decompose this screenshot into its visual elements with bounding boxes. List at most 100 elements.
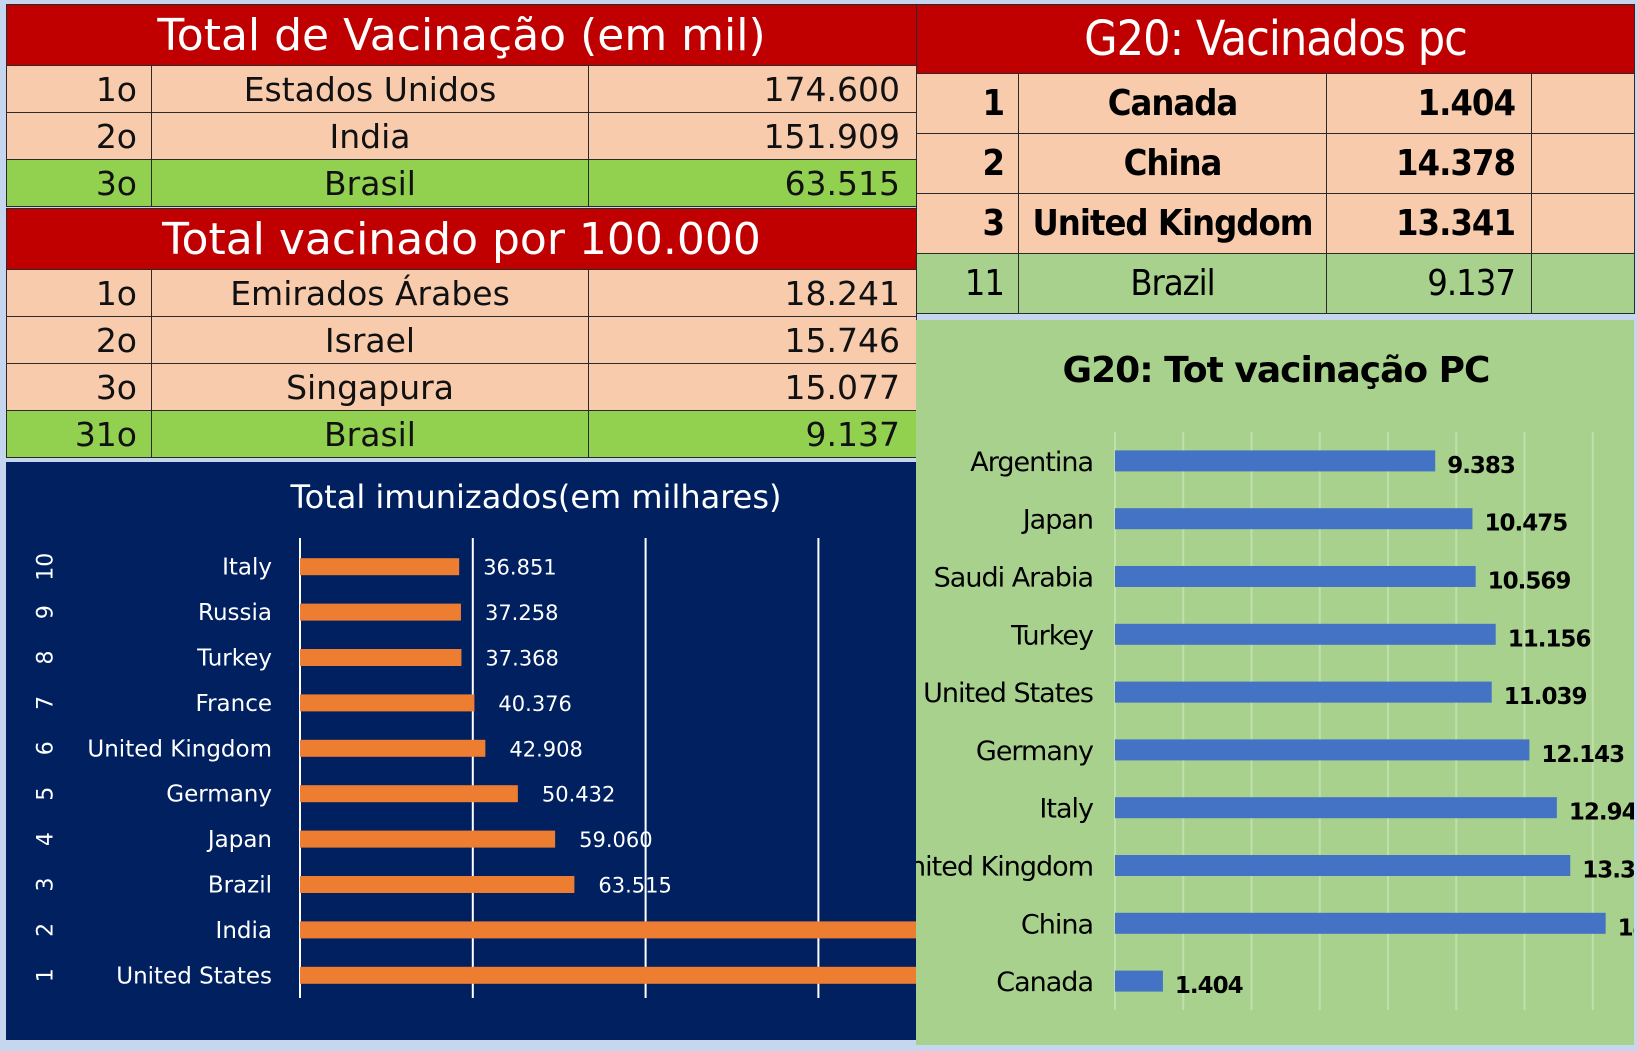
rank-cell: 2o: [6, 316, 152, 364]
country-label: United Kingdom: [87, 736, 272, 762]
chart-g20-svg: G20: Tot vacinação PC Canada China United …: [916, 350, 1634, 1010]
country-label: India: [216, 918, 272, 944]
data-label: 11.039: [1504, 684, 1587, 710]
value-cell: 63.515: [587, 159, 918, 207]
table-vacinado-por-100000: Total vacinado por 100.000 1o Emirados Á…: [5, 208, 918, 458]
country-label: Canada: [996, 967, 1093, 998]
table-g20-vacinados-pc: G20: Vacinados pc 1 Canada 1.404 2 China…: [915, 4, 1636, 314]
data-label: 1.404: [1175, 973, 1243, 999]
country-cell: China: [1018, 133, 1327, 194]
data-label: 13.341: [1582, 858, 1634, 884]
bar: [1115, 508, 1473, 530]
data-label: 11.156: [1508, 626, 1591, 652]
data-label: 10.475: [1484, 511, 1567, 537]
rank-cell: 1: [916, 73, 1019, 134]
value-cell: 1.404: [1326, 73, 1532, 134]
table-row: 2o Israel 15.746: [6, 316, 918, 364]
category-tick-label: 2: [34, 923, 59, 937]
value-cell: 18.241: [587, 269, 918, 317]
value-cell: 9.137: [587, 410, 918, 458]
country-label: Brazil: [208, 873, 272, 899]
table-row: 3o Singapura 15.077: [6, 363, 918, 411]
empty-cell: [1530, 253, 1636, 314]
category-tick-label: 3: [34, 878, 59, 892]
bar: [1115, 912, 1606, 934]
bar: [1115, 797, 1557, 819]
table-row: 1o Emirados Árabes 18.241: [6, 269, 918, 317]
table-row: 1o Estados Unidos 174.600: [6, 65, 918, 113]
data-label: 37.368: [485, 647, 558, 671]
bar: [300, 785, 518, 803]
data-label: 63.515: [598, 874, 671, 898]
category-tick-label: 6: [34, 741, 59, 755]
value-cell: 151.909: [587, 112, 918, 160]
country-label: United States: [923, 678, 1093, 709]
rank-cell: 1o: [6, 65, 152, 113]
value-cell: 15.077: [587, 363, 918, 411]
data-label: 9.383: [1447, 453, 1515, 479]
country-label: Saudi Arabia: [934, 563, 1093, 594]
data-label: 50.432: [542, 783, 615, 807]
country-cell: India: [151, 112, 589, 160]
rank-cell: 3o: [6, 159, 152, 207]
data-label: 42.908: [509, 737, 582, 761]
country-cell: Brazil: [1018, 253, 1327, 314]
bar: [300, 830, 556, 848]
bar: [300, 603, 461, 621]
bar: [1115, 739, 1530, 761]
table-row: 3 United Kingdom 13.341: [916, 193, 1636, 254]
table-g20-title: G20: Vacinados pc: [915, 4, 1636, 74]
country-label: Turkey: [196, 646, 272, 672]
bar: [300, 649, 462, 666]
chart-total-imunizados: Total imunizados(em milhares) 1 2 3 4 5 6 7 8 9 1…: [6, 462, 916, 1040]
country-cell: Brasil: [151, 159, 589, 207]
bar: [1115, 450, 1436, 472]
table-row: 2o India 151.909: [6, 112, 918, 160]
category-tick-label: 4: [34, 832, 59, 846]
country-cell: United Kingdom: [1018, 193, 1327, 254]
country-label: Argentina: [970, 447, 1093, 478]
data-label: 59.060: [579, 828, 652, 852]
table-per100k-title: Total vacinado por 100.000: [5, 208, 918, 270]
country-label: Italy: [1039, 794, 1094, 825]
bar: [300, 921, 916, 939]
value-cell: 14.378: [1326, 133, 1532, 194]
category-tick-label: 10: [34, 553, 59, 581]
bar: [300, 558, 460, 576]
country-label: Japan: [1021, 505, 1093, 536]
country-cell: Singapura: [151, 363, 589, 411]
data-label: 40.376: [498, 692, 571, 716]
country-label: Russia: [198, 600, 272, 626]
data-label: 12.143: [1541, 742, 1624, 768]
data-label: 14.378: [1618, 915, 1634, 941]
value-cell: 15.746: [587, 316, 918, 364]
data-label: 37.258: [485, 601, 558, 625]
empty-cell: [1530, 73, 1636, 134]
country-label: China: [1021, 909, 1093, 940]
empty-cell: [1530, 193, 1636, 254]
bar: [1115, 970, 1163, 992]
country-label: Italy: [222, 555, 272, 581]
value-cell: 13.341: [1326, 193, 1532, 254]
country-label: Germany: [166, 782, 272, 808]
table-total-title: Total de Vacinação (em mil): [5, 4, 918, 66]
table-row: 2 China 14.378: [916, 133, 1636, 194]
bar: [300, 876, 575, 893]
category-tick-label: 9: [34, 605, 59, 619]
country-label: Japan: [206, 827, 272, 853]
chart-g20-tot-vacinacao-pc: G20: Tot vacinação PC Canada China United …: [916, 320, 1634, 1045]
category-tick-label: 8: [34, 651, 59, 665]
country-cell: Emirados Árabes: [151, 269, 589, 317]
rank-cell: 3o: [6, 363, 152, 411]
data-label: 12.948: [1569, 800, 1634, 826]
bar: [1115, 566, 1476, 587]
country-label: United States: [116, 963, 272, 989]
country-label: United Kingdom: [916, 852, 1093, 883]
bar: [1115, 681, 1492, 703]
data-label: 36.851: [483, 556, 556, 580]
rank-cell: 31o: [6, 410, 152, 458]
country-label: France: [196, 691, 272, 717]
category-tick-label: 5: [34, 787, 59, 801]
country-cell: Estados Unidos: [151, 65, 589, 113]
empty-cell: [1530, 133, 1636, 194]
